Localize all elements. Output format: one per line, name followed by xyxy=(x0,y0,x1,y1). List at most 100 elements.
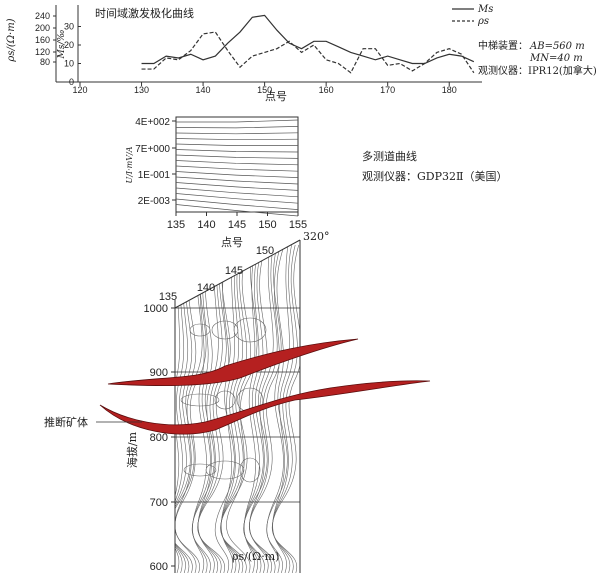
chart-title: 时间域激发极化曲线 xyxy=(95,6,194,20)
ore-body-lower xyxy=(99,380,431,435)
resistivity-contour xyxy=(243,244,268,573)
left-tick-label: 160 xyxy=(35,35,50,45)
series-ms-line xyxy=(141,14,475,65)
mn-label: MN=40 m xyxy=(529,53,583,64)
multichannel-ytick-label: 2E-003 xyxy=(138,196,171,207)
multichannel-instrument: 观测仪器：GDP32Ⅱ（美国） xyxy=(362,170,507,183)
ab-label: AB=560 m xyxy=(529,41,585,52)
resistivity-contour xyxy=(197,244,223,573)
x-label: 点号 xyxy=(265,90,287,103)
right-tick-label: 20 xyxy=(64,40,74,50)
x-tick-label: 120 xyxy=(72,85,87,95)
legend-ms: Ms xyxy=(477,4,493,15)
channel-curve xyxy=(175,193,299,204)
channel-curve xyxy=(175,126,299,129)
channel-curve xyxy=(175,160,299,166)
multichannel-xlabel: 点号 xyxy=(221,236,243,249)
multichannel-chart: 4E+002 7E+000 1E-001 2E-003 135 140 145 150 155… xyxy=(125,116,507,249)
y-right-label: Ms/‰ xyxy=(57,30,67,60)
channel-curve xyxy=(175,204,299,217)
channel-curve xyxy=(175,149,299,153)
resistivity-contour-closed xyxy=(214,390,236,410)
multichannel-ytick-label: 1E-001 xyxy=(138,170,171,181)
resistivity-contour xyxy=(249,244,278,573)
legend-rho: ρs xyxy=(477,16,489,27)
resistivity-contour xyxy=(220,244,243,573)
instrument-label: 观测仪器：IPR12(加拿大) xyxy=(478,64,597,77)
left-tick-label: 120 xyxy=(35,47,50,57)
resistivity-contour xyxy=(272,244,290,573)
resistivity-contour xyxy=(197,244,219,573)
resistivity-contour xyxy=(175,244,197,573)
channel-curve xyxy=(176,119,299,123)
elevation-tick-label: 1000 xyxy=(144,303,168,315)
resistivity-contour xyxy=(220,244,239,573)
resistivity-contour-closed xyxy=(233,317,267,343)
right-tick-label: 30 xyxy=(64,22,74,32)
resistivity-contour xyxy=(243,244,256,573)
elevation-tick-label: 700 xyxy=(150,497,168,509)
channel-curve xyxy=(175,143,298,146)
x-tick-label: 180 xyxy=(442,85,457,95)
resistivity-contour xyxy=(214,244,235,573)
elevation-tick-label: 900 xyxy=(150,367,168,379)
x-tick-label: 140 xyxy=(196,85,211,95)
legend: Ms ρs xyxy=(452,4,493,27)
series-rho-line xyxy=(141,31,475,74)
multichannel-xtick-label: 140 xyxy=(197,219,215,231)
channel-curve xyxy=(175,138,299,141)
resistivity-unit: ρs/(Ω·m) xyxy=(232,550,279,563)
x-tick-label: 170 xyxy=(380,85,395,95)
resistivity-contour xyxy=(248,244,282,573)
channel-curve xyxy=(175,132,299,135)
left-tick-label: 200 xyxy=(35,23,50,33)
ore-body-upper xyxy=(107,338,359,387)
resistivity-contour-closed xyxy=(189,323,211,337)
resistivity-contour xyxy=(243,244,264,573)
resistivity-contour xyxy=(197,244,231,573)
azimuth-label: 320° xyxy=(303,230,330,243)
elevation-tick-label: 600 xyxy=(150,561,168,573)
multichannel-xtick-label: 155 xyxy=(289,219,307,231)
x-tick-label: 150 xyxy=(257,85,272,95)
resistivity-contour xyxy=(249,244,274,573)
right-tick-label: 0 xyxy=(69,77,74,87)
resistivity-contour xyxy=(220,244,247,573)
y-left-label: ρs/(Ω·m) xyxy=(6,18,17,62)
resistivity-contour-closed xyxy=(211,320,239,340)
resistivity-contour xyxy=(243,244,260,573)
resistivity-contour-closed xyxy=(183,463,217,477)
resistivity-contour-closed xyxy=(180,393,220,407)
x-tick-label: 160 xyxy=(319,85,334,95)
multichannel-title: 多测道曲线 xyxy=(362,149,417,163)
section-top-edge xyxy=(174,239,301,309)
multichannel-ylabel: U/I·mV/A xyxy=(125,146,134,183)
resistivity-contour-closed xyxy=(239,457,261,483)
device-label: 中梯装置： xyxy=(478,39,528,52)
channel-curve xyxy=(175,165,299,172)
section-point-label: 135 xyxy=(159,291,177,303)
resistivity-contour xyxy=(266,244,288,573)
channel-curve xyxy=(175,154,299,159)
ore-label: 推断矿体 xyxy=(44,415,88,429)
channel-curve xyxy=(175,187,299,198)
channel-curve xyxy=(175,171,299,178)
right-tick-label: 10 xyxy=(64,59,74,69)
resistivity-contour xyxy=(266,244,284,573)
resistivity-contour xyxy=(271,244,300,573)
resistivity-contour xyxy=(272,244,298,573)
elevation-tick-label: 800 xyxy=(150,432,168,444)
channel-curve xyxy=(175,198,299,210)
multichannel-ytick-label: 4E+002 xyxy=(135,117,170,128)
resistivity-contour xyxy=(191,244,215,573)
section-point-label: 145 xyxy=(225,265,243,277)
resistivity-contour xyxy=(221,244,235,573)
section-point-label: 150 xyxy=(256,245,274,257)
section-point-label: 140 xyxy=(197,282,215,294)
multichannel-xtick-label: 135 xyxy=(167,219,185,231)
resistivity-contour xyxy=(272,244,294,573)
channel-curve xyxy=(175,176,299,185)
